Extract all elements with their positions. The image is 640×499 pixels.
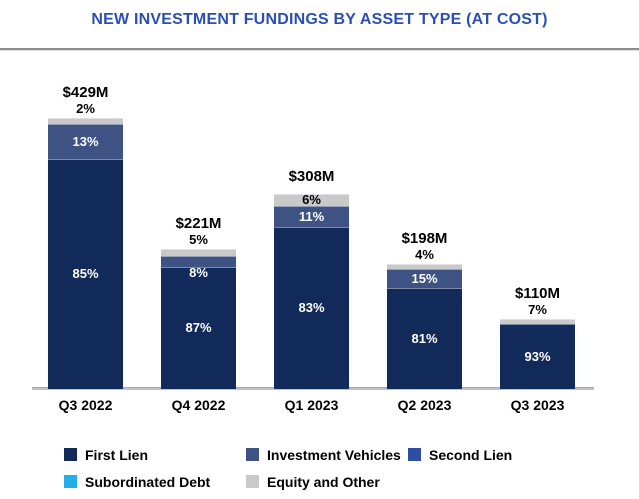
category-label: Q2 2023 xyxy=(397,397,452,413)
legend-item-second-lien: Second Lien xyxy=(408,447,512,463)
pct-label-equity-and-other: 5% xyxy=(189,232,208,247)
title-divider xyxy=(0,48,639,51)
pct-label-equity-and-other: 2% xyxy=(76,101,95,116)
legend: First Lien Investment Vehicles Second Lien… xyxy=(64,441,634,495)
pct-label-first-lien: 93% xyxy=(524,348,551,364)
pct-label-first-lien: 83% xyxy=(298,300,325,315)
legend-row: First Lien Investment Vehicles Second Lien xyxy=(64,441,634,468)
total-label: $110M xyxy=(514,285,561,302)
legend-label: Investment Vehicles xyxy=(267,446,401,463)
total-label: $198M xyxy=(401,230,448,247)
legend-swatch-subordinated-debt xyxy=(64,475,77,488)
legend-swatch-investment-vehicles xyxy=(246,448,259,461)
chart-title: NEW INVESTMENT FUNDINGS BY ASSET TYPE (A… xyxy=(91,11,548,28)
legend-label: First Lien xyxy=(85,446,149,463)
bar-segment-first-lien xyxy=(500,324,575,389)
pct-label-first-lien: 87% xyxy=(185,320,212,335)
pct-label-investment-vehicles: 13% xyxy=(72,133,99,149)
bar-segment-investment-vehicles xyxy=(161,256,236,267)
category-label: Q1 2023 xyxy=(284,397,339,413)
legend-label: Second Lien xyxy=(429,446,513,463)
bar-segment-investment-vehicles xyxy=(48,124,123,159)
bar-segment-first-lien xyxy=(274,227,349,389)
legend-row: Subordinated Debt Equity and Other xyxy=(64,468,634,495)
bar-segment-equity-and-other xyxy=(500,319,575,324)
bar-segment-first-lien xyxy=(48,159,123,389)
pct-label-investment-vehicles: 11% xyxy=(298,208,325,224)
pct-label-first-lien: 85% xyxy=(72,266,99,281)
total-label: $308M xyxy=(288,168,335,185)
bar-segment-equity-and-other xyxy=(48,118,123,124)
bar-segment-equity-and-other xyxy=(387,264,462,269)
bar-segment-investment-vehicles xyxy=(387,269,462,288)
legend-label: Equity and Other xyxy=(267,473,380,490)
pct-label-first-lien: 81% xyxy=(411,330,438,346)
total-label: $221M xyxy=(175,215,222,232)
legend-label: Subordinated Debt xyxy=(85,473,211,490)
legend-item-equity-and-other: Equity and Other xyxy=(246,474,380,490)
bar-segment-investment-vehicles xyxy=(274,206,349,227)
category-label: Q4 2022 xyxy=(171,397,226,413)
total-label: $429M xyxy=(62,84,109,101)
bar-segment-equity-and-other xyxy=(161,249,236,256)
pct-label-equity-and-other: 4% xyxy=(415,247,434,262)
category-label: Q3 2022 xyxy=(58,397,113,413)
legend-item-investment-vehicles: Investment Vehicles xyxy=(246,447,408,463)
pct-label-investment-vehicles: 15% xyxy=(411,270,438,286)
legend-swatch-first-lien xyxy=(64,448,77,461)
bar-segment-first-lien xyxy=(161,267,236,389)
legend-item-first-lien: First Lien xyxy=(64,447,246,463)
pct-label-investment-vehicles: 8% xyxy=(189,265,208,280)
bar-segment-equity-and-other xyxy=(274,194,349,206)
legend-swatch-equity-and-other xyxy=(246,475,259,488)
legend-swatch-second-lien xyxy=(408,448,421,461)
pct-label-equity-and-other: 7% xyxy=(528,302,547,317)
pct-label-equity-and-other: 6% xyxy=(302,192,321,207)
category-label: Q3 2023 xyxy=(510,397,565,413)
bar-segment-first-lien xyxy=(387,288,462,389)
legend-item-subordinated-debt: Subordinated Debt xyxy=(64,474,246,490)
